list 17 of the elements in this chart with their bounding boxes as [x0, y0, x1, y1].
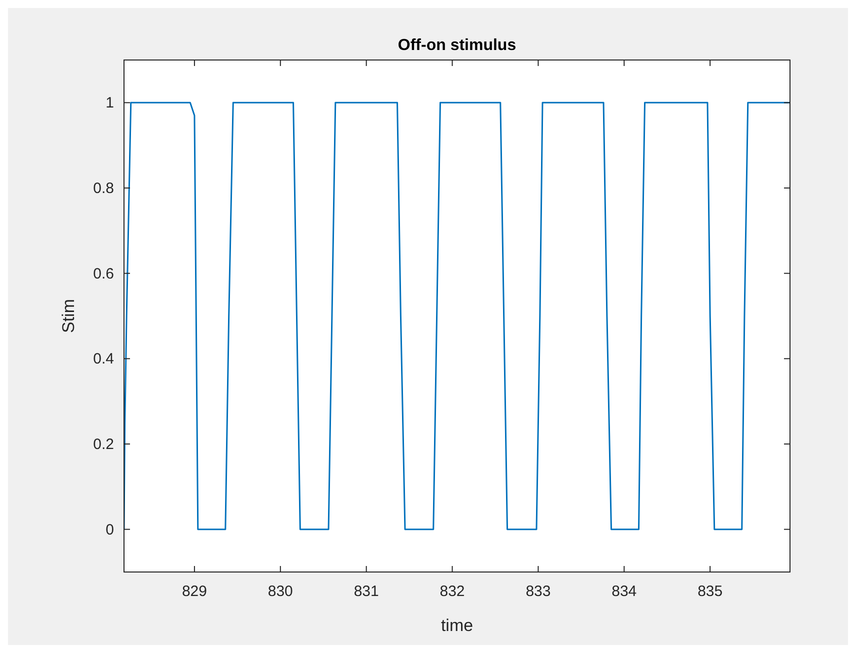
y-tick-label: 0 — [106, 521, 114, 538]
x-axis-title: time — [440, 616, 474, 635]
x-tick-label: 833 — [526, 583, 551, 600]
y-axis-title: Stim — [59, 299, 78, 333]
x-tick-label: 831 — [354, 583, 379, 600]
x-tick-label: 830 — [268, 583, 293, 600]
y-tick-label: 0.6 — [93, 265, 114, 282]
y-tick-label: 0.2 — [93, 436, 114, 453]
chart-title: Off-on stimulus — [398, 37, 516, 54]
x-tick-label: 832 — [440, 583, 465, 600]
x-tick-label: 829 — [182, 583, 207, 600]
y-tick-label: 1 — [106, 94, 114, 112]
y-tick-label: 0.8 — [93, 180, 114, 197]
x-tick-label: 834 — [612, 583, 637, 600]
x-tick-label: 835 — [698, 583, 723, 600]
y-tick-label: 0.4 — [93, 350, 114, 368]
line-series — [124, 102, 790, 530]
